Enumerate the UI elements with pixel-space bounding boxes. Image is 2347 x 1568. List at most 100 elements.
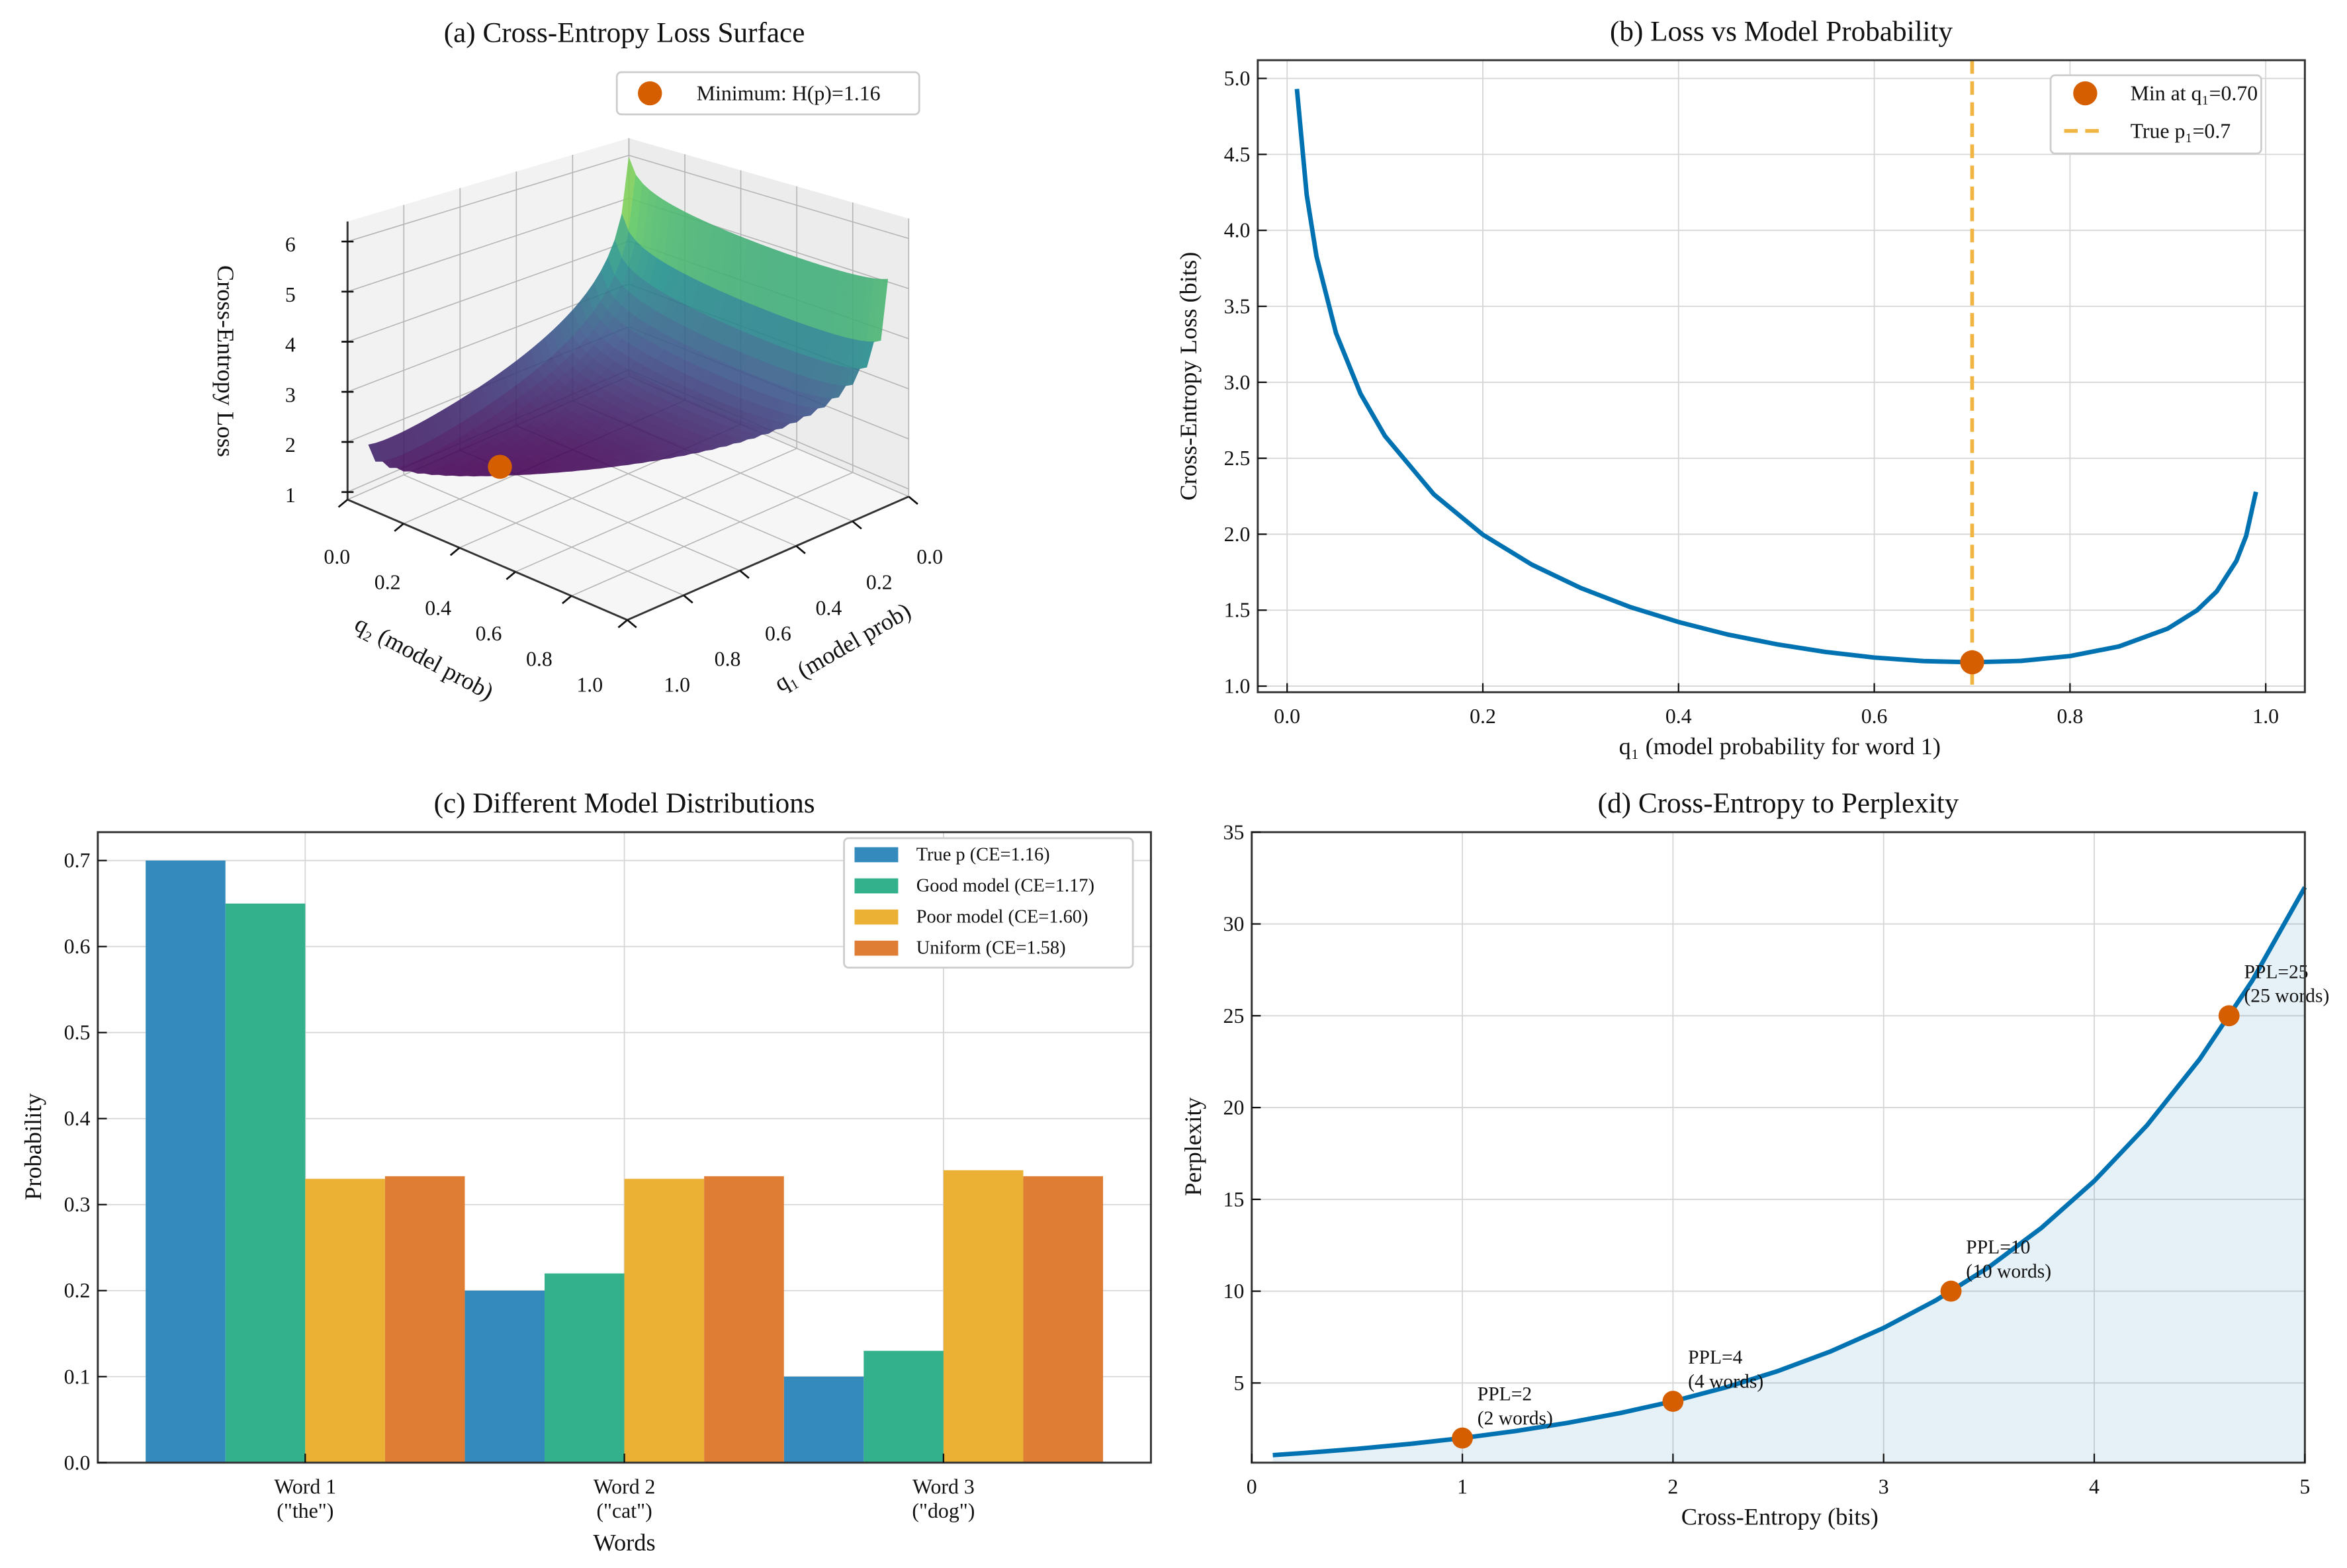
back-left-pane (347, 138, 629, 500)
y-tick-label: 5 (1233, 1372, 1244, 1395)
z-tick-label: 3 (285, 383, 296, 406)
q1-tick-mark (795, 545, 806, 554)
bar (1023, 1176, 1104, 1463)
surface-patch (438, 472, 453, 476)
y-tick-label: 3.0 (1224, 370, 1251, 394)
minimum-marker (1960, 650, 1984, 675)
bar (943, 1170, 1024, 1463)
surface-patch (410, 468, 426, 474)
y-tick-label: 0.6 (64, 935, 91, 958)
ppl-annotation: (2 words) (1478, 1408, 1553, 1429)
z-tick-label: 4 (285, 333, 296, 357)
ppl-annotation: PPL=10 (1966, 1237, 2030, 1258)
q2-tick-label: 0.0 (324, 545, 350, 568)
x-tick-label: ("the") (277, 1499, 333, 1522)
y-tick-label: 4.5 (1224, 143, 1251, 166)
surface-patch (508, 472, 523, 476)
y-tick-label: 3.5 (1224, 294, 1251, 318)
ppl-annotation: PPL=4 (1688, 1347, 1743, 1368)
subplot-title: (a) Cross-Entropy Loss Surface (444, 18, 805, 49)
surface-patch (830, 385, 846, 399)
surface-patch (453, 473, 467, 476)
y-tick-label: 0.5 (64, 1021, 91, 1044)
x-axis-label: Cross-Entropy (bits) (1681, 1504, 1879, 1530)
q2-tick-label: 1.0 (576, 673, 603, 696)
y-tick-label: 30 (1223, 912, 1245, 936)
surface-patch (578, 467, 594, 471)
y-tick-label: 20 (1223, 1096, 1245, 1119)
legend-swatch (854, 940, 899, 956)
q1-tick-label: 0.8 (715, 648, 741, 671)
surface-patch (593, 466, 607, 470)
x-tick-label: Word 1 (274, 1475, 336, 1499)
x-tick-label: 0 (1247, 1475, 1257, 1499)
x-tick-label: Word 3 (912, 1475, 975, 1499)
y-tick-label: 0.7 (64, 849, 91, 872)
surface-patch (607, 464, 621, 468)
surface-patch (368, 443, 383, 462)
q1-tick-label: 1.0 (664, 673, 690, 696)
x-tick-label: 3 (1879, 1475, 1889, 1499)
surface-patch (845, 368, 860, 386)
z-tick-label: 2 (285, 433, 296, 457)
x-tick-label: 1 (1457, 1475, 1468, 1499)
q2-axis-line (347, 498, 628, 621)
surface (368, 157, 889, 477)
surface-patch (382, 459, 398, 468)
surface-patch (648, 457, 664, 462)
z-tick-label: 1 (285, 484, 296, 507)
pane-grid-line (571, 472, 854, 597)
q2-tick-mark (506, 571, 516, 580)
ppl-annotation: PPL=25 (2244, 961, 2308, 982)
y-tick-label: 0.4 (64, 1107, 91, 1130)
q1-tick-label: 0.6 (765, 622, 791, 645)
subplot-title: (c) Different Model Distributions (434, 788, 815, 819)
surface-patch (873, 279, 889, 343)
surface-patch (788, 415, 805, 424)
panel-d-perplexity: PPL=2 (2 words) PPL=4 (4 words) PPL=10 (10 wo… (1180, 788, 2329, 1530)
ppl-point (1662, 1391, 1684, 1413)
legend-marker-circle (638, 81, 662, 106)
y-tick-label: 0.3 (64, 1193, 91, 1216)
y-tick-label: 1.5 (1224, 599, 1251, 622)
legend-box (843, 837, 1134, 969)
bar (384, 1176, 465, 1463)
pane-grid-line (347, 240, 629, 343)
panel-c-model-distributions: 0.0 0.1 0.2 0.3 0.4 0.5 0.6 0.7 (c) Different Mo… (20, 788, 1152, 1555)
ppl-annotation: (25 words) (2244, 986, 2329, 1007)
pane-grid-line (347, 155, 629, 242)
panel-b-loss-vs-probability: 0.0 0.2 0.4 0.6 0.8 1.0 1.0 1.5 2.0 2.5 3.0 3.5 4.0 4… (1175, 16, 2306, 760)
y-axis-label: Perplexity (1180, 1097, 1206, 1196)
y-tick-label: 5.0 (1224, 67, 1251, 90)
q1-axis-line (627, 496, 909, 621)
surface-patch (537, 471, 551, 474)
legend-box (615, 71, 920, 116)
bar (704, 1176, 784, 1463)
y-tick-label: 0.0 (64, 1451, 91, 1474)
x-tick-label: 0.2 (1470, 705, 1496, 728)
ppl-point (1452, 1427, 1473, 1449)
surface-patch (719, 442, 734, 448)
bar (624, 1178, 705, 1463)
surface-patch (663, 455, 678, 460)
q2-tick-label: 0.2 (375, 571, 401, 594)
z-axis-label: Cross-Entropy Loss (212, 265, 239, 457)
q2-tick-label: 0.4 (425, 596, 451, 619)
axes-frame (1257, 59, 2306, 693)
bar (225, 903, 306, 1463)
legend-label: Good model (CE=1.17) (916, 875, 1094, 896)
subplot-title: (d) Cross-Entropy to Perplexity (1598, 788, 1959, 819)
q2-tick-mark (337, 499, 349, 508)
ppl-annotation: (4 words) (1688, 1372, 1763, 1393)
q2-tick-mark (617, 619, 629, 629)
legend-marker-circle (2073, 81, 2098, 106)
q2-tick-mark (394, 523, 404, 532)
x-axis-label: Words (594, 1529, 656, 1555)
legend: Minimum: H(p)=1.16 (615, 71, 920, 116)
bar (545, 1273, 625, 1463)
ppl-point (1940, 1280, 1962, 1302)
q1-tick-label: 0.2 (866, 571, 893, 594)
x-tick-label: 4 (2089, 1475, 2100, 1499)
y-tick-label: 35 (1223, 820, 1245, 844)
